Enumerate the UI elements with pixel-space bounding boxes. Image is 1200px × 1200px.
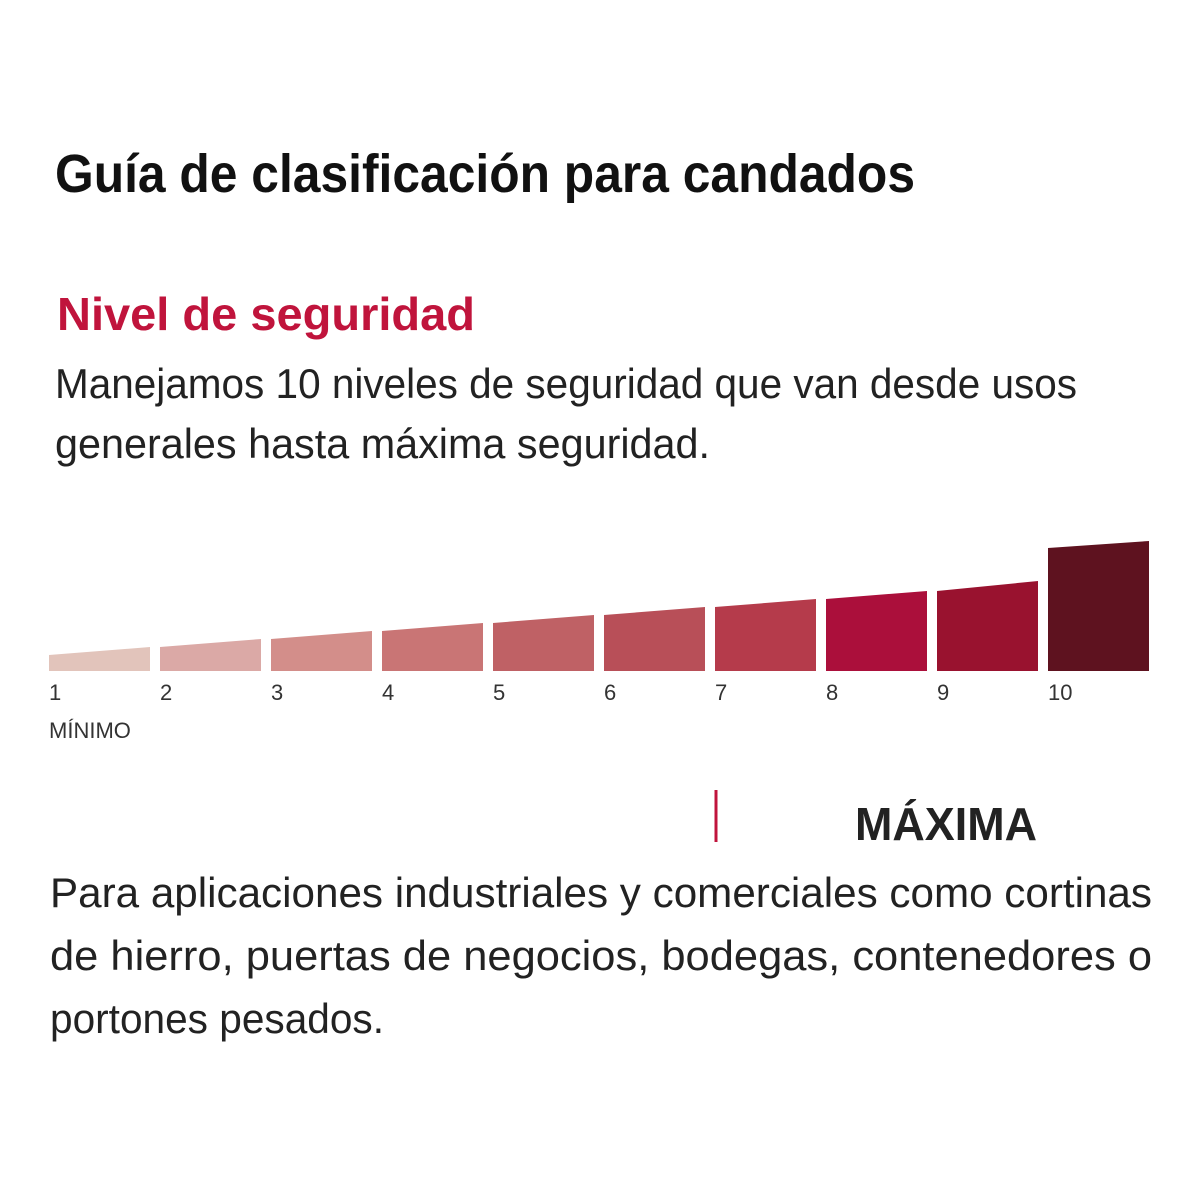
level-bar bbox=[493, 615, 594, 671]
level-bar bbox=[826, 591, 927, 671]
level-number: 4 bbox=[382, 680, 394, 705]
section-text: Manejamos 10 niveles de seguridad que va… bbox=[55, 360, 1077, 407]
level-number: 2 bbox=[160, 680, 172, 705]
level-bar bbox=[382, 623, 483, 671]
level-number: 5 bbox=[493, 680, 505, 705]
level-number: 1 bbox=[49, 680, 61, 705]
level-bar bbox=[937, 581, 1038, 671]
selected-label: MÁXIMA bbox=[855, 798, 1037, 850]
section-title: Nivel de seguridad bbox=[57, 288, 475, 340]
level-bars: 1 2 3 4 5 6 7 8 9 10 bbox=[49, 541, 1149, 705]
level-number: 7 bbox=[715, 680, 727, 705]
level-number: 8 bbox=[826, 680, 838, 705]
section-text: generales hasta máxima seguridad. bbox=[55, 420, 710, 467]
level-number: 6 bbox=[604, 680, 616, 705]
title: Guía de clasificación para candados bbox=[55, 144, 915, 204]
level-number: 9 bbox=[937, 680, 949, 705]
selected-text: Para aplicaciones industriales y comerci… bbox=[50, 869, 1152, 916]
level-bar bbox=[271, 631, 372, 671]
level-number: 10 bbox=[1048, 680, 1072, 705]
level-bar bbox=[604, 607, 705, 671]
level-bar bbox=[1048, 541, 1149, 671]
level-bar bbox=[715, 599, 816, 671]
selected-text: de hierro, puertas de negocios, bodegas,… bbox=[50, 932, 1152, 979]
level-bar bbox=[49, 647, 150, 671]
level-number: 3 bbox=[271, 680, 283, 705]
selected-text: portones pesados. bbox=[50, 995, 384, 1042]
min-label: MÍNIMO bbox=[49, 718, 131, 743]
level-bar bbox=[160, 639, 261, 671]
